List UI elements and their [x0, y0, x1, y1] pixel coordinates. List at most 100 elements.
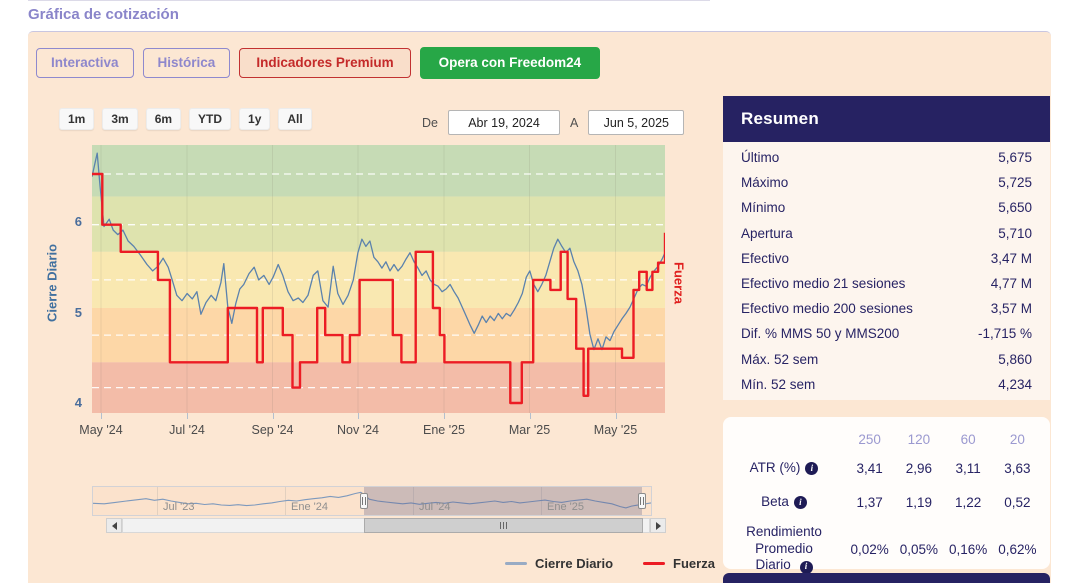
- stats-label-text: Rendimiento Promedio Diario i: [746, 523, 822, 574]
- x-tick-label: Ene '25: [422, 423, 466, 437]
- info-icon[interactable]: i: [793, 495, 807, 509]
- x-tick-label: May '25: [593, 423, 638, 437]
- summary-label: Efectivo: [741, 250, 790, 266]
- stats-value: 0,02%: [850, 541, 889, 557]
- range-button-3m[interactable]: 3m: [102, 108, 138, 130]
- summary-value: 5,860: [998, 351, 1032, 367]
- navigator-axis-label: Jul '23: [163, 501, 195, 513]
- summary-value: 4,77 M: [990, 276, 1032, 292]
- price-chart-plot[interactable]: [91, 145, 667, 413]
- stats-value: 0,16%: [948, 541, 988, 557]
- summary-row: Máx. 52 sem 5,860: [723, 352, 1050, 367]
- range-button-all[interactable]: All: [278, 108, 312, 130]
- summary-value: 5,725: [998, 175, 1032, 191]
- info-icon[interactable]: i: [805, 461, 819, 475]
- toolbar: Interactiva Histórica Indicadores Premiu…: [36, 47, 601, 80]
- summary-value: 3,47 M: [990, 250, 1032, 266]
- summary-value: -1,715 %: [977, 326, 1032, 342]
- stats-value: 2,96: [905, 460, 933, 476]
- chart-navigator[interactable]: Jul '23 Ene '24 Jul '24 Ene '25: [92, 486, 652, 516]
- summary-panel-header: Resumen: [723, 96, 1050, 142]
- range-buttons: 1m 3m 6m YTD 1y All: [59, 108, 312, 130]
- stats-value: 0,62%: [998, 541, 1037, 557]
- legend-line-icon: [505, 562, 527, 565]
- stats-value: 3,11: [955, 460, 981, 476]
- x-tick-mark: [101, 413, 102, 419]
- legend-item-fuerza[interactable]: Fuerza: [643, 556, 715, 571]
- summary-value: 3,57 M: [990, 301, 1032, 317]
- summary-label: Último: [741, 150, 780, 166]
- summary-row: Último 5,675: [723, 150, 1050, 165]
- summary-row: Apertura 5,710: [723, 226, 1050, 241]
- stats-col-header: 60: [960, 431, 976, 447]
- stats-col-header: 120: [907, 431, 931, 447]
- legend-label: Fuerza: [673, 556, 715, 571]
- date-range-controls: De A: [422, 110, 685, 135]
- historical-tab-button[interactable]: Histórica: [142, 48, 231, 79]
- x-tick-label: May '24: [79, 423, 123, 437]
- navigator-handle-right[interactable]: [638, 493, 647, 509]
- x-tick-label: Sep '24: [251, 423, 294, 437]
- x-tick-mark: [615, 413, 617, 419]
- stats-value: 1,19: [905, 494, 933, 510]
- stats-col-header: 20: [1009, 431, 1025, 447]
- navigator-handle-left[interactable]: [360, 493, 369, 509]
- summary-label: Mínimo: [741, 200, 786, 216]
- summary-row: Efectivo medio 200 sesiones 3,57 M: [723, 301, 1050, 316]
- navigator-axis-label: Jul '24: [419, 501, 451, 513]
- stats-label-text: ATR (%): [749, 459, 801, 475]
- range-button-1m[interactable]: 1m: [59, 108, 95, 130]
- legend-label: Cierre Diario: [535, 556, 614, 571]
- stats-value: 3,41: [856, 460, 883, 476]
- navigator-gridline: [157, 487, 158, 515]
- summary-label: Efectivo medio 21 sesiones: [741, 276, 906, 292]
- summary-panel: Último 5,675 Máximo 5,725 Mínimo 5,650 Apertur…: [723, 142, 1050, 400]
- range-button-ytd[interactable]: YTD: [189, 108, 232, 130]
- x-tick-label: Nov '24: [337, 423, 379, 437]
- legend-line-icon: [643, 562, 666, 565]
- x-tick-mark: [444, 413, 445, 419]
- summary-value: 5,650: [998, 200, 1032, 216]
- stats-label-text: Beta: [761, 493, 789, 509]
- summary-value: 5,710: [998, 225, 1032, 241]
- summary-value: 5,675: [998, 150, 1032, 166]
- date-to-input[interactable]: [588, 110, 685, 135]
- summary-value: 4,234: [998, 376, 1032, 392]
- summary-label: Máx. 52 sem: [741, 351, 819, 367]
- date-from-label: De: [422, 115, 438, 130]
- scrollbar-right-arrow-icon[interactable]: [650, 518, 666, 533]
- stats-value: 0,05%: [899, 541, 939, 557]
- stats-row-label: Beta i: [723, 485, 845, 519]
- freedom24-trade-button[interactable]: Opera con Freedom24: [419, 47, 601, 80]
- stats-value: 0,52: [1004, 494, 1031, 510]
- x-tick-mark: [272, 413, 274, 419]
- range-button-6m[interactable]: 6m: [145, 108, 182, 130]
- y2-axis-title: Fuerza: [671, 262, 687, 304]
- legend-item-cierre-diario[interactable]: Cierre Diario: [505, 556, 613, 571]
- page-title: Gráfica de cotización: [28, 6, 179, 23]
- summary-label: Efectivo medio 200 sesiones: [741, 301, 913, 317]
- stats-value: 1,37: [856, 494, 883, 510]
- stats-value: 3,63: [1004, 460, 1031, 476]
- scrollbar-left-arrow-icon[interactable]: [106, 518, 122, 533]
- interactive-tab-button[interactable]: Interactiva: [36, 48, 134, 79]
- summary-title: Resumen: [741, 109, 819, 128]
- navigator-axis-label: Ene '25: [547, 501, 584, 513]
- date-from-input[interactable]: [447, 110, 560, 135]
- x-tick-mark: [187, 413, 188, 419]
- navigator-gridline: [413, 487, 414, 515]
- stats-corner-cell: [723, 427, 845, 451]
- x-tick-label: Jul '24: [169, 423, 205, 437]
- navigator-selected-range[interactable]: [364, 487, 643, 515]
- next-section-header: [723, 573, 1050, 583]
- premium-indicators-button[interactable]: Indicadores Premium: [239, 48, 411, 79]
- range-button-1y[interactable]: 1y: [239, 108, 271, 130]
- summary-row: Mín. 52 sem 4,234: [723, 377, 1050, 392]
- summary-label: Dif. % MMS 50 y MMS200: [741, 326, 900, 342]
- x-tick-mark: [529, 413, 531, 419]
- info-icon[interactable]: i: [799, 560, 813, 574]
- stats-col-header: 250: [858, 431, 881, 447]
- summary-row: Efectivo medio 21 sesiones 4,77 M: [723, 276, 1050, 291]
- scrollbar-thumb[interactable]: [364, 518, 643, 533]
